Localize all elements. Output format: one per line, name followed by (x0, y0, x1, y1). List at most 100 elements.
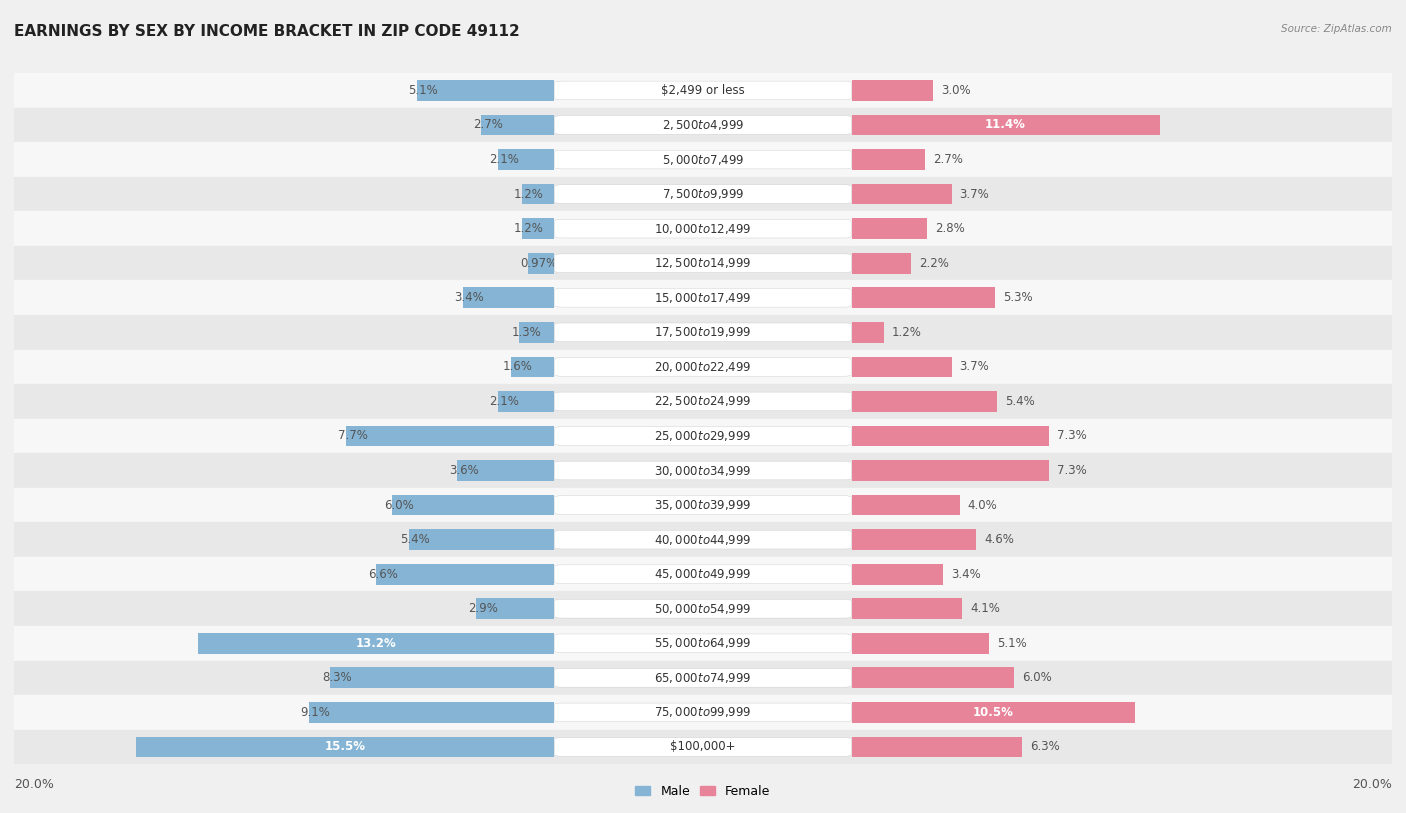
Bar (409, 529, 554, 550)
FancyBboxPatch shape (554, 358, 852, 376)
Bar (852, 523, 1392, 557)
Bar (14, 107, 554, 142)
FancyBboxPatch shape (554, 737, 852, 756)
Bar (852, 288, 995, 308)
Bar (852, 460, 1049, 480)
Text: $50,000 to $54,999: $50,000 to $54,999 (654, 602, 752, 615)
Text: 2.1%: 2.1% (489, 153, 519, 166)
Bar (852, 315, 1392, 350)
Bar (852, 557, 1392, 592)
Text: 5.1%: 5.1% (409, 84, 439, 97)
Bar (554, 385, 852, 419)
Text: 1.2%: 1.2% (513, 222, 544, 235)
Bar (554, 142, 852, 176)
Bar (554, 419, 852, 454)
Bar (852, 115, 1160, 135)
Bar (512, 357, 554, 377)
Bar (14, 557, 554, 592)
Bar (477, 598, 554, 620)
Bar (14, 142, 554, 176)
Text: 5.1%: 5.1% (997, 637, 1028, 650)
Bar (463, 288, 554, 308)
Text: 1.2%: 1.2% (513, 188, 544, 201)
Bar (522, 219, 554, 239)
Bar (554, 280, 852, 315)
Text: 2.2%: 2.2% (920, 257, 949, 270)
Bar (852, 633, 990, 654)
Text: 1.6%: 1.6% (503, 360, 533, 373)
Bar (14, 626, 554, 660)
Bar (852, 357, 952, 377)
FancyBboxPatch shape (554, 392, 852, 411)
Bar (529, 253, 554, 273)
Bar (554, 730, 852, 764)
Bar (852, 702, 1135, 723)
FancyBboxPatch shape (554, 530, 852, 549)
Bar (481, 115, 554, 135)
Bar (554, 523, 852, 557)
Bar (852, 626, 1392, 660)
Bar (554, 488, 852, 523)
Text: 3.4%: 3.4% (454, 291, 484, 304)
Bar (852, 494, 960, 515)
Text: 1.3%: 1.3% (512, 326, 541, 339)
Text: 7.7%: 7.7% (339, 429, 368, 442)
Bar (554, 176, 852, 211)
Text: 6.0%: 6.0% (1022, 672, 1052, 685)
Bar (375, 564, 554, 585)
Text: 11.4%: 11.4% (986, 119, 1026, 132)
Text: $75,000 to $99,999: $75,000 to $99,999 (654, 706, 752, 720)
Text: 3.0%: 3.0% (941, 84, 970, 97)
Text: 4.0%: 4.0% (967, 498, 997, 511)
FancyBboxPatch shape (554, 81, 852, 100)
Bar (554, 211, 852, 246)
Legend: Male, Female: Male, Female (630, 780, 776, 802)
Bar (852, 73, 1392, 107)
Bar (852, 667, 1014, 688)
Bar (852, 80, 932, 101)
Text: 13.2%: 13.2% (356, 637, 396, 650)
Text: 5.4%: 5.4% (1005, 395, 1035, 408)
Text: 6.6%: 6.6% (368, 567, 398, 580)
Bar (14, 246, 554, 280)
Text: 3.6%: 3.6% (449, 464, 479, 477)
Bar (852, 660, 1392, 695)
Bar (852, 184, 952, 205)
Bar (522, 184, 554, 205)
Bar (852, 391, 997, 412)
Bar (554, 557, 852, 592)
Bar (852, 564, 943, 585)
Bar (852, 385, 1392, 419)
Text: 3.7%: 3.7% (960, 360, 990, 373)
Text: $20,000 to $22,499: $20,000 to $22,499 (654, 360, 752, 374)
Text: $10,000 to $12,499: $10,000 to $12,499 (654, 222, 752, 236)
Text: $7,500 to $9,999: $7,500 to $9,999 (662, 187, 744, 201)
Bar (852, 426, 1049, 446)
Text: 3.7%: 3.7% (960, 188, 990, 201)
Bar (852, 211, 1392, 246)
Bar (14, 488, 554, 523)
Text: EARNINGS BY SEX BY INCOME BRACKET IN ZIP CODE 49112: EARNINGS BY SEX BY INCOME BRACKET IN ZIP… (14, 24, 520, 39)
FancyBboxPatch shape (554, 565, 852, 584)
Bar (852, 488, 1392, 523)
FancyBboxPatch shape (554, 115, 852, 134)
Text: $12,500 to $14,999: $12,500 to $14,999 (654, 256, 752, 270)
Text: $22,500 to $24,999: $22,500 to $24,999 (654, 394, 752, 408)
FancyBboxPatch shape (554, 323, 852, 341)
FancyBboxPatch shape (554, 185, 852, 203)
FancyBboxPatch shape (554, 150, 852, 169)
Text: 1.2%: 1.2% (893, 326, 922, 339)
Bar (14, 730, 554, 764)
Text: 7.3%: 7.3% (1057, 429, 1087, 442)
Bar (852, 246, 1392, 280)
Bar (308, 702, 554, 723)
Text: 6.3%: 6.3% (1031, 741, 1060, 754)
Bar (392, 494, 554, 515)
Bar (416, 80, 554, 101)
Bar (14, 695, 554, 730)
Bar (498, 149, 554, 170)
Bar (14, 592, 554, 626)
Text: 0.97%: 0.97% (520, 257, 557, 270)
FancyBboxPatch shape (554, 427, 852, 446)
Text: $65,000 to $74,999: $65,000 to $74,999 (654, 671, 752, 685)
